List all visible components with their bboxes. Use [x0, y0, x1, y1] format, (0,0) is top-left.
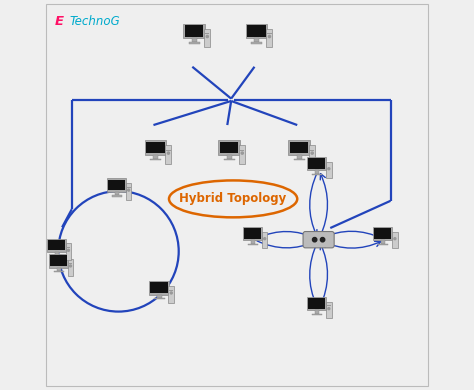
Bar	[315, 310, 319, 314]
Bar	[55, 252, 59, 255]
Bar	[310, 150, 314, 151]
Bar	[57, 268, 61, 271]
Bar	[251, 42, 262, 44]
Bar	[150, 159, 161, 160]
Bar	[374, 228, 392, 239]
Bar	[255, 38, 259, 42]
Bar	[240, 150, 245, 151]
Circle shape	[320, 238, 325, 242]
Bar	[246, 24, 267, 38]
Bar	[183, 24, 205, 38]
Bar	[66, 243, 71, 260]
Bar	[108, 179, 125, 190]
Text: TechnoG: TechnoG	[69, 16, 120, 28]
Bar	[288, 140, 310, 155]
Bar	[146, 142, 164, 153]
Bar	[48, 240, 65, 250]
Bar	[189, 42, 200, 44]
Bar	[307, 157, 327, 170]
Bar	[248, 244, 258, 245]
Bar	[381, 240, 385, 244]
Bar	[112, 195, 122, 197]
Bar	[294, 159, 305, 160]
Bar	[262, 232, 267, 248]
Bar	[309, 145, 315, 164]
Circle shape	[241, 152, 243, 154]
Bar	[127, 187, 131, 188]
Bar	[251, 240, 255, 244]
Bar	[155, 298, 164, 300]
Bar	[115, 192, 119, 195]
Bar	[373, 227, 392, 240]
Bar	[48, 254, 68, 268]
Circle shape	[170, 292, 172, 294]
Bar	[150, 282, 168, 293]
Circle shape	[128, 189, 130, 191]
Bar	[326, 301, 332, 318]
Bar	[327, 166, 331, 167]
Bar	[205, 33, 210, 34]
Bar	[168, 286, 174, 303]
Circle shape	[167, 152, 170, 154]
Bar	[247, 25, 265, 37]
Bar	[308, 158, 325, 169]
Bar	[192, 38, 197, 42]
Bar	[46, 239, 66, 252]
Bar	[154, 155, 158, 159]
Text: Hybrid Topology: Hybrid Topology	[180, 192, 287, 206]
Bar	[224, 159, 235, 160]
Circle shape	[67, 249, 70, 251]
Bar	[165, 145, 172, 164]
Bar	[243, 227, 262, 240]
Bar	[50, 255, 67, 266]
Text: E: E	[55, 16, 64, 28]
Bar	[315, 170, 319, 174]
Bar	[169, 290, 173, 291]
Bar	[244, 228, 261, 239]
Bar	[52, 255, 62, 257]
FancyBboxPatch shape	[303, 232, 334, 248]
Circle shape	[264, 238, 266, 240]
Circle shape	[312, 238, 317, 242]
Bar	[219, 142, 238, 153]
Bar	[290, 142, 309, 153]
Circle shape	[311, 152, 313, 154]
Bar	[69, 263, 73, 264]
Bar	[312, 174, 322, 175]
Bar	[392, 232, 398, 248]
Circle shape	[328, 308, 330, 310]
Bar	[185, 25, 203, 37]
Bar	[312, 314, 322, 315]
Circle shape	[268, 35, 271, 37]
Bar	[266, 29, 273, 47]
Circle shape	[394, 238, 396, 240]
Bar	[204, 29, 210, 47]
Bar	[227, 155, 232, 159]
Circle shape	[206, 35, 209, 37]
Bar	[126, 183, 131, 200]
Bar	[166, 150, 171, 151]
Circle shape	[328, 168, 330, 170]
Bar	[145, 140, 166, 155]
Bar	[107, 178, 126, 192]
Bar	[219, 140, 240, 155]
Bar	[267, 33, 272, 34]
Bar	[54, 271, 64, 273]
Bar	[149, 281, 169, 294]
Bar	[378, 244, 388, 245]
Bar	[297, 155, 301, 159]
Bar	[307, 297, 327, 310]
Bar	[326, 162, 332, 179]
Bar	[308, 298, 325, 308]
Bar	[66, 247, 71, 248]
Bar	[239, 145, 246, 164]
Bar	[68, 259, 73, 276]
Bar	[157, 294, 162, 298]
Circle shape	[70, 265, 72, 267]
Bar	[327, 305, 331, 306]
